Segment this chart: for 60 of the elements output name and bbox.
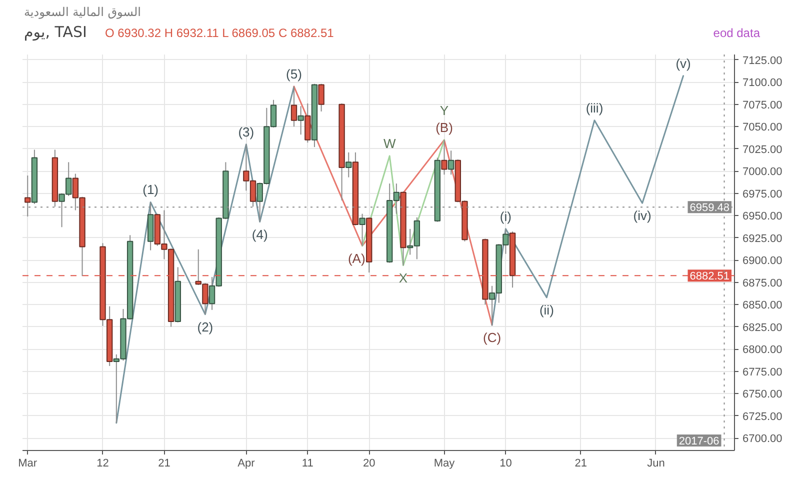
ref-line-label: 2017-06 <box>678 436 720 448</box>
line-series <box>491 75 684 326</box>
annotation: Y <box>440 102 449 118</box>
candlestick <box>298 106 304 136</box>
y-tick-label: 6925.00 <box>742 232 782 245</box>
y-tick-label: 6725.00 <box>742 410 782 423</box>
annotation: (ii) <box>539 302 554 318</box>
annotation: (B) <box>436 120 453 135</box>
x-tick-label: 21 <box>574 458 587 470</box>
text: eod data <box>713 25 760 42</box>
chart-subtitle: يوم, TASI <box>24 22 87 43</box>
x-tick-label: 10 <box>500 458 512 470</box>
ref-line-label: 6959.48 <box>690 202 730 214</box>
x-tick-label: 21 <box>158 458 170 470</box>
annotation: (v) <box>676 56 691 71</box>
x-tick-label: Mar <box>18 458 38 470</box>
candlestick <box>318 83 324 112</box>
y-tick-label: 7050.00 <box>742 122 782 134</box>
y-tick-label: 7100.00 <box>742 77 782 90</box>
ref-line-label: 6882.51 <box>690 270 730 283</box>
x-tick-label: 11 <box>302 458 314 470</box>
annotation: (C) <box>483 330 502 346</box>
annotation: (5) <box>286 66 302 82</box>
y-tick-label: 7075.00 <box>742 99 782 112</box>
x-tick-label: 20 <box>362 458 376 470</box>
x-tick-label: Apr <box>238 458 256 470</box>
y-tick-label: 6800.00 <box>742 344 782 356</box>
y-tick-label: 7125.00 <box>742 54 782 67</box>
y-tick-label: 6950.00 <box>742 210 782 223</box>
y-tick-label: 7000.00 <box>742 166 782 178</box>
annotation: (4) <box>252 226 268 242</box>
text: O 6930.32 H 6932.11 L 6869.05 C 6882.51 <box>104 25 334 42</box>
annotation: W <box>383 136 396 151</box>
line-series <box>116 86 295 424</box>
y-tick-label: 6750.00 <box>742 388 782 401</box>
y-tick-label: 6700.00 <box>742 433 782 446</box>
annotation: (2) <box>197 319 214 334</box>
candlestick <box>290 86 298 128</box>
annotation: (iv) <box>633 208 652 224</box>
candlestick <box>441 139 448 176</box>
y-tick-label: 7025.00 <box>742 144 782 156</box>
y-tick-label: 6975.00 <box>742 188 782 200</box>
y-tick-label: 6775.00 <box>742 366 782 378</box>
candlestick <box>359 213 366 246</box>
x-tick-label: May <box>434 458 456 470</box>
annotation: (1) <box>142 182 159 198</box>
y-tick-label: 6875.00 <box>742 277 782 290</box>
y-tick-label: 6850.00 <box>742 300 782 312</box>
annotation: (iii) <box>586 100 604 116</box>
annotation: X <box>398 270 408 286</box>
annotation: (A) <box>348 250 366 266</box>
chart-title: السوق المالية السعودية <box>24 4 142 21</box>
x-tick-label: 12 <box>96 458 109 470</box>
candlestick <box>346 152 352 178</box>
y-tick-label: 6900.00 <box>742 255 782 268</box>
annotation: (3) <box>238 124 254 140</box>
annotation: (i) <box>500 208 512 224</box>
candlestick <box>448 150 454 176</box>
x-tick-label: Jun <box>647 458 665 470</box>
y-tick-label: 6825.00 <box>742 322 782 334</box>
